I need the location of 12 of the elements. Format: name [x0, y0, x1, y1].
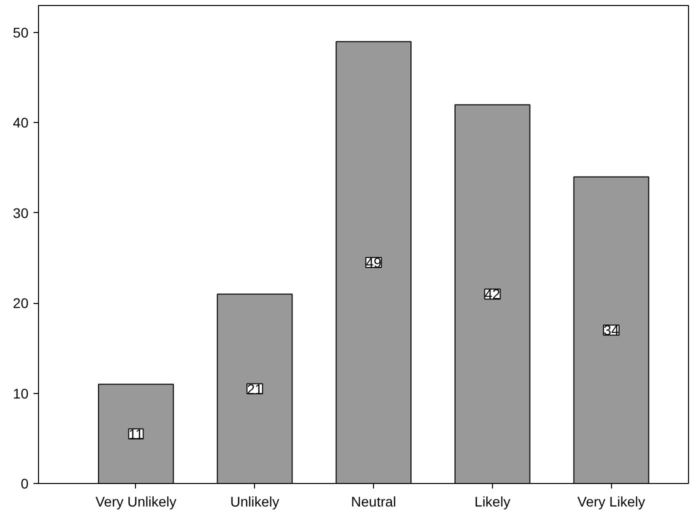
- x-tick-label: Very Unlikely: [95, 494, 176, 510]
- x-tick-label: Very Likely: [577, 494, 646, 510]
- data-label: 42: [484, 286, 500, 302]
- y-tick-label: 30: [12, 204, 29, 221]
- x-tick-label: Neutral: [351, 494, 396, 510]
- y-tick-label: 0: [20, 476, 29, 492]
- y-tick-label: 10: [12, 385, 29, 402]
- x-tick-label: Likely: [474, 494, 510, 510]
- y-tick-label: 20: [12, 295, 29, 312]
- y-tick-label: 50: [12, 24, 29, 41]
- y-tick-label: 40: [12, 114, 29, 131]
- x-tick-label: Unlikely: [230, 494, 280, 510]
